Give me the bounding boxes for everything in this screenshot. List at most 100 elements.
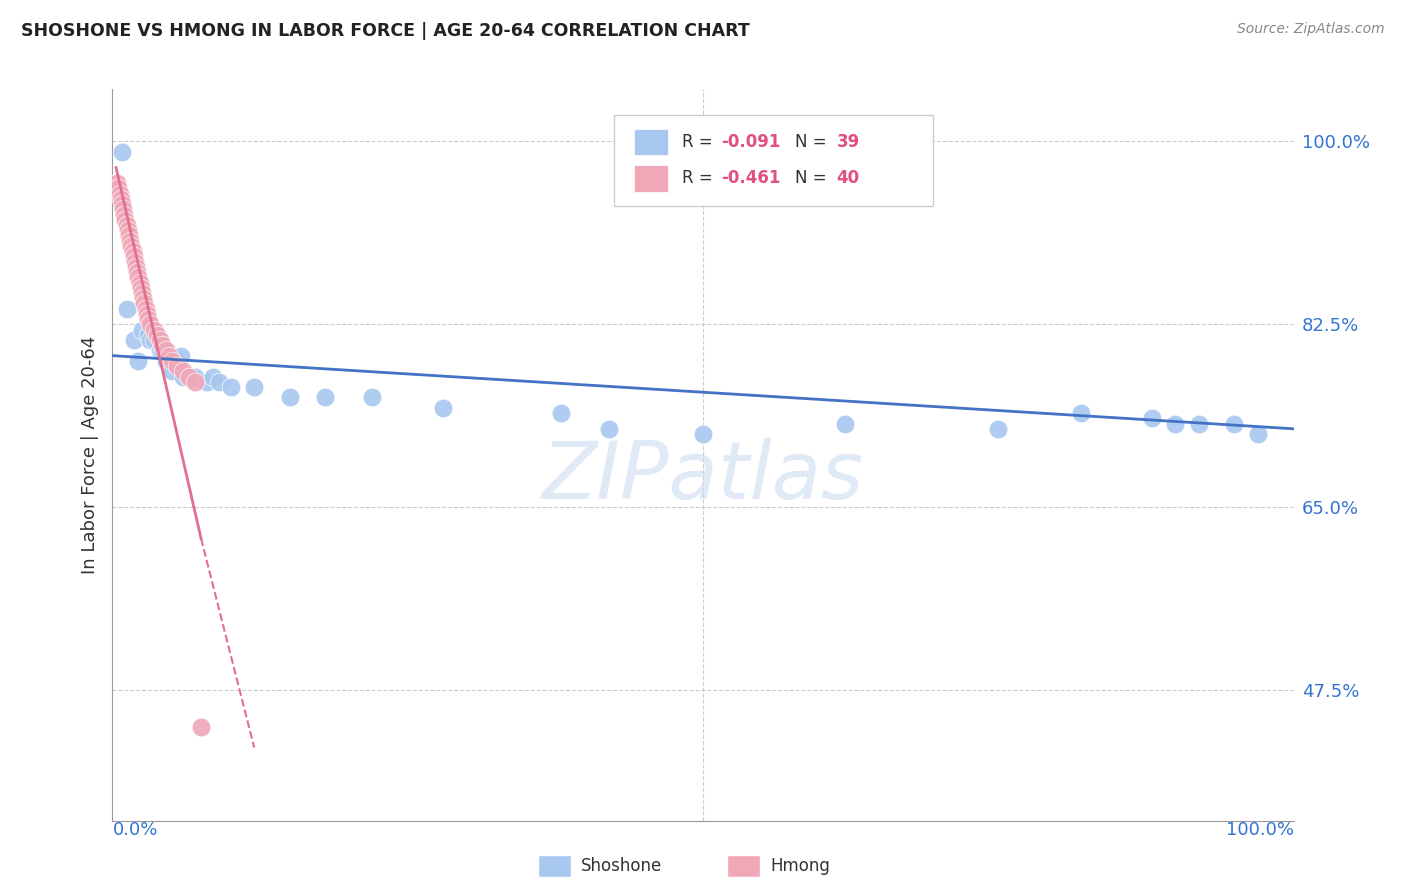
- Point: [110, 192, 132, 206]
- Point: [132, 291, 155, 305]
- Point: [111, 197, 134, 211]
- Point: [834, 417, 856, 431]
- Point: [166, 354, 188, 368]
- Text: N =: N =: [796, 133, 832, 151]
- Point: [121, 244, 143, 259]
- Text: 0.0%: 0.0%: [112, 821, 157, 838]
- Point: [1164, 417, 1187, 431]
- Point: [142, 322, 165, 336]
- Point: [139, 318, 162, 332]
- Point: [146, 327, 169, 342]
- Point: [1070, 406, 1092, 420]
- Point: [124, 254, 146, 268]
- Bar: [537, 855, 571, 877]
- Point: [170, 349, 193, 363]
- Point: [160, 364, 183, 378]
- Point: [1247, 427, 1270, 442]
- Point: [107, 181, 129, 195]
- Point: [155, 343, 177, 358]
- Point: [135, 301, 157, 316]
- Point: [550, 406, 572, 420]
- Point: [125, 260, 148, 274]
- Point: [184, 369, 207, 384]
- Y-axis label: In Labor Force | Age 20-64: In Labor Force | Age 20-64: [80, 335, 98, 574]
- Point: [190, 720, 212, 734]
- Point: [243, 380, 266, 394]
- Text: -0.091: -0.091: [721, 133, 780, 151]
- Point: [112, 208, 135, 222]
- Point: [122, 333, 145, 347]
- Point: [1188, 417, 1211, 431]
- Text: Source: ZipAtlas.com: Source: ZipAtlas.com: [1237, 22, 1385, 37]
- Text: 39: 39: [837, 133, 859, 151]
- Point: [184, 375, 207, 389]
- Bar: [634, 128, 668, 155]
- Point: [131, 322, 153, 336]
- Point: [598, 422, 620, 436]
- Bar: [727, 855, 759, 877]
- Point: [117, 223, 139, 237]
- Point: [179, 369, 201, 384]
- Point: [114, 212, 136, 227]
- Point: [157, 349, 180, 363]
- Point: [142, 333, 165, 347]
- Point: [122, 249, 145, 263]
- FancyBboxPatch shape: [614, 115, 934, 206]
- Point: [136, 327, 159, 342]
- Point: [692, 427, 714, 442]
- Point: [136, 312, 159, 326]
- Point: [208, 375, 231, 389]
- Point: [120, 239, 142, 253]
- Point: [127, 265, 149, 279]
- Point: [115, 218, 138, 232]
- Text: R =: R =: [682, 133, 717, 151]
- Point: [128, 276, 150, 290]
- Point: [160, 354, 183, 368]
- Point: [112, 202, 135, 217]
- Point: [172, 364, 194, 378]
- Point: [115, 301, 138, 316]
- Point: [105, 176, 128, 190]
- Point: [157, 354, 180, 368]
- Point: [135, 307, 157, 321]
- Point: [179, 369, 201, 384]
- Point: [195, 375, 218, 389]
- Point: [172, 369, 194, 384]
- Point: [149, 343, 172, 358]
- Point: [131, 285, 153, 300]
- Text: R =: R =: [682, 169, 717, 187]
- Point: [111, 145, 134, 159]
- Point: [1223, 417, 1246, 431]
- Text: Shoshone: Shoshone: [581, 857, 662, 875]
- Text: 40: 40: [837, 169, 859, 187]
- Point: [1140, 411, 1163, 425]
- Point: [432, 401, 454, 415]
- Point: [108, 186, 131, 201]
- Point: [150, 338, 173, 352]
- Point: [134, 296, 156, 310]
- Point: [155, 354, 177, 368]
- Point: [146, 327, 169, 342]
- Point: [129, 281, 152, 295]
- Point: [987, 422, 1010, 436]
- Point: [150, 343, 173, 358]
- Point: [361, 391, 384, 405]
- Point: [201, 369, 224, 384]
- Text: 100.0%: 100.0%: [1226, 821, 1294, 838]
- Point: [219, 380, 242, 394]
- Bar: [634, 165, 668, 192]
- Point: [127, 270, 149, 285]
- Point: [118, 228, 141, 243]
- Point: [149, 333, 172, 347]
- Text: N =: N =: [796, 169, 832, 187]
- Text: -0.461: -0.461: [721, 169, 780, 187]
- Point: [120, 234, 142, 248]
- Text: ZIPatlas: ZIPatlas: [541, 438, 865, 516]
- Point: [314, 391, 336, 405]
- Text: SHOSHONE VS HMONG IN LABOR FORCE | AGE 20-64 CORRELATION CHART: SHOSHONE VS HMONG IN LABOR FORCE | AGE 2…: [21, 22, 749, 40]
- Point: [166, 359, 188, 373]
- Text: Hmong: Hmong: [770, 857, 830, 875]
- Point: [139, 333, 162, 347]
- Point: [278, 391, 301, 405]
- Point: [127, 354, 149, 368]
